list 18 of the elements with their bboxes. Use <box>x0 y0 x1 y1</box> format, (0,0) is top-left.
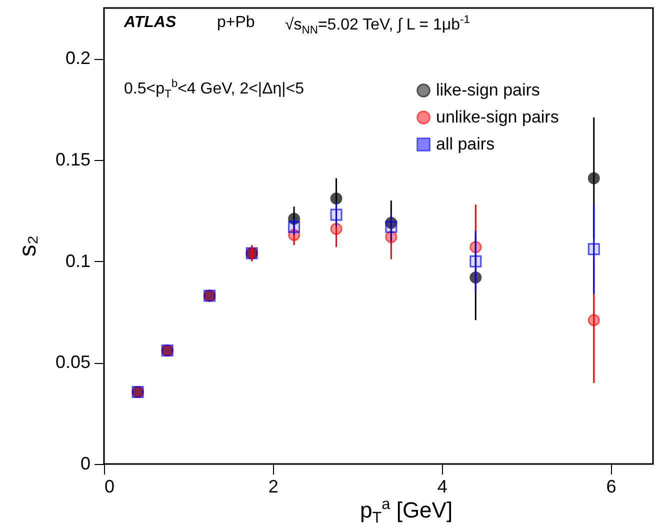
y-axis-title: s₂ <box>14 235 43 257</box>
annotation: √s$_{NN}$=5.02 TeV, ∫ L = 1μb$^{-1}$ <box>285 14 470 37</box>
y-tick-label: 0.2 <box>65 48 90 68</box>
legend-label: all pairs <box>436 134 495 154</box>
annotation: ATLAS <box>124 14 176 32</box>
x-axis-title: p$_{T}$$^{a}$ [GeV] <box>360 496 453 528</box>
legend-label: unlike-sign pairs <box>436 108 559 126</box>
y-tick-label: 0 <box>80 454 90 474</box>
x-tick-label: 2 <box>268 476 278 496</box>
annotation: p+Pb <box>217 14 255 32</box>
legend-label: like-sign pairs <box>436 80 540 100</box>
x-tick-label: 0 <box>104 476 115 496</box>
x-tick-label: 6 <box>606 476 616 496</box>
y-tick-label: 0.05 <box>55 352 90 372</box>
y-tick-label: 0.1 <box>65 250 90 271</box>
x-tick-label: 4 <box>437 476 448 496</box>
y-tick-label: 0.15 <box>55 150 90 170</box>
annotation: 0.5<p$_{T}$$^{b}$<4 GeV, 2<|Δη|<5 <box>124 78 304 101</box>
